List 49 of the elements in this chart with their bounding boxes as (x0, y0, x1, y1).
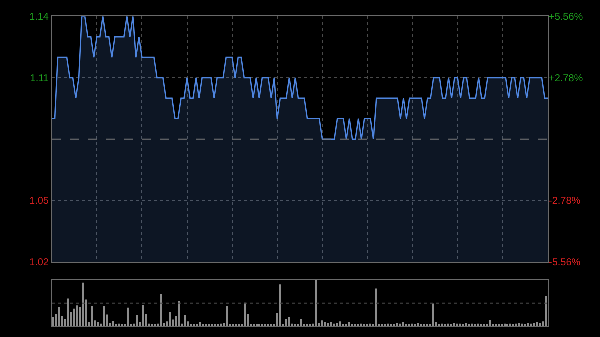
bar (348, 322, 350, 326)
bar (178, 302, 180, 326)
bar (67, 298, 70, 326)
y2-tick-label: -5.56% (549, 258, 581, 269)
y2-tick-label: -2.78% (549, 196, 581, 208)
bar (321, 320, 324, 326)
y2-tick-label: +5.56% (549, 12, 584, 24)
y-tick-label: 1.02 (30, 258, 50, 269)
bar (184, 315, 186, 326)
bar (127, 308, 129, 326)
bar (97, 322, 99, 326)
bar (58, 306, 60, 326)
bar (518, 323, 520, 326)
bar (515, 324, 518, 326)
bar (142, 305, 144, 326)
bar (136, 315, 138, 326)
bar (169, 312, 171, 326)
bar (52, 317, 54, 326)
bar (330, 322, 332, 326)
y-tick-label: 1.05 (30, 196, 50, 208)
bar (279, 284, 282, 326)
bar (103, 306, 105, 326)
bar (375, 288, 377, 326)
bar (527, 323, 530, 326)
bar (226, 306, 228, 326)
y-tick-label: 1.14 (30, 12, 50, 24)
bar (82, 282, 84, 326)
bar (112, 321, 114, 326)
bar (315, 280, 318, 326)
bar (521, 324, 524, 326)
bar (417, 323, 419, 326)
bar (432, 304, 434, 326)
bar (73, 308, 76, 326)
bar (244, 302, 246, 326)
bar (339, 322, 342, 326)
bar (324, 322, 326, 326)
bar (453, 323, 455, 326)
bar (402, 322, 404, 326)
bar (199, 322, 201, 326)
y2-tick-label: +2.78% (549, 73, 584, 84)
bar (160, 294, 162, 326)
bar (465, 323, 467, 326)
y-tick-label: 1.11 (30, 73, 50, 84)
bar (336, 323, 338, 326)
bar (76, 306, 78, 326)
bar (396, 323, 398, 326)
bar (489, 320, 491, 326)
bar (91, 306, 94, 326)
bar (509, 324, 512, 326)
